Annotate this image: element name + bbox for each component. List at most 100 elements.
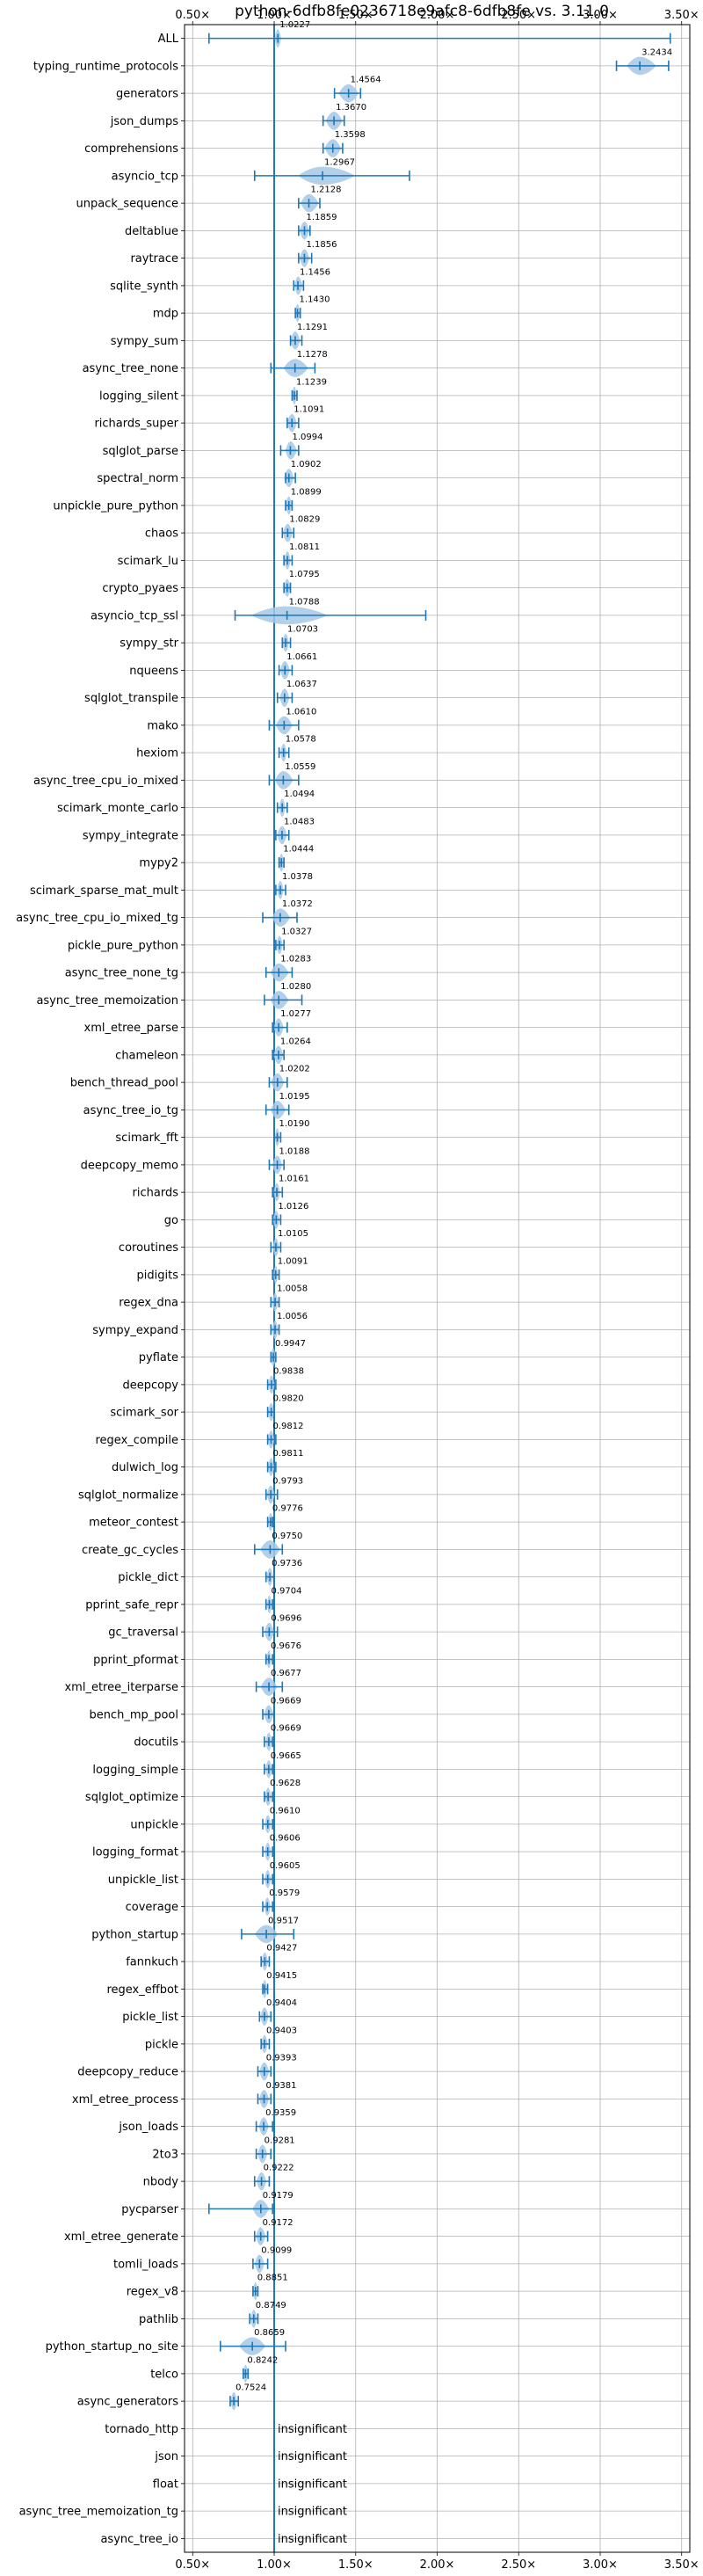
- category-label: unpickle_list: [108, 1874, 178, 1887]
- value-label: 1.0283: [280, 955, 311, 964]
- category-label: bench_mp_pool: [89, 1708, 178, 1721]
- category-label: sympy_sum: [111, 335, 178, 348]
- category-label: pycparser: [121, 2203, 178, 2216]
- x-tick-label-top: 3.50×: [664, 9, 699, 22]
- category-label: tomli_loads: [113, 2258, 178, 2271]
- x-tick-label-top: 1.50×: [338, 9, 373, 22]
- value-label: 0.9605: [270, 1861, 301, 1871]
- category-label: sqlglot_optimize: [85, 1791, 178, 1804]
- value-label: 1.0161: [279, 1175, 309, 1184]
- value-label: 1.0058: [277, 1284, 308, 1294]
- insignificant-label: insignificant: [278, 2478, 347, 2491]
- value-label: 0.9776: [272, 1504, 303, 1514]
- category-label: coverage: [126, 1901, 178, 1914]
- value-label: 0.9281: [265, 2136, 295, 2145]
- x-tick-label-bottom: 0.50×: [175, 2558, 210, 2572]
- value-label: 1.0661: [286, 652, 317, 662]
- value-label: 0.9820: [273, 1394, 304, 1404]
- value-label: 0.9427: [266, 1944, 297, 1954]
- value-label: 1.0811: [289, 542, 320, 552]
- category-labels: ALL1.0227typing_runtime_protocols3.2434g…: [16, 20, 672, 2546]
- category-label: dulwich_log: [112, 1461, 178, 1474]
- value-label: 0.9606: [270, 1834, 301, 1844]
- category-label: gc_traversal: [108, 1626, 178, 1640]
- category-label: spectral_norm: [97, 472, 178, 485]
- x-tick-label-bottom: 3.00×: [583, 2558, 618, 2572]
- category-label: xml_etree_parse: [84, 1022, 178, 1035]
- value-label: 0.7524: [236, 2383, 266, 2393]
- category-label: json_dumps: [110, 115, 178, 128]
- value-label: 0.9811: [273, 1449, 304, 1459]
- insignificant-label: insignificant: [278, 2506, 347, 2519]
- category-label: 2to3: [152, 2148, 178, 2161]
- value-label: 1.1856: [306, 240, 337, 250]
- value-label: 0.9665: [271, 1751, 301, 1761]
- value-label: 1.0327: [281, 927, 312, 936]
- x-tick-label-bottom: 1.00×: [257, 2558, 292, 2572]
- category-label: nqueens: [129, 665, 178, 678]
- value-label: 1.1291: [297, 323, 328, 332]
- value-label: 0.9403: [266, 2026, 297, 2035]
- category-label: sympy_integrate: [83, 829, 178, 842]
- value-label: 1.0559: [285, 762, 315, 772]
- value-label: 0.9517: [268, 1916, 299, 1925]
- category-label: logging_simple: [92, 1764, 178, 1777]
- category-label: sympy_expand: [92, 1324, 178, 1337]
- value-label: 0.9579: [269, 1888, 300, 1898]
- category-label: pprint_pformat: [93, 1654, 178, 1667]
- category-label: chameleon: [115, 1049, 178, 1062]
- category-label: regex_compile: [95, 1434, 178, 1447]
- value-label: 1.1278: [297, 350, 328, 360]
- value-label: 0.8659: [254, 2328, 285, 2338]
- category-label: docutils: [134, 1736, 178, 1750]
- value-label: 0.9812: [273, 1422, 304, 1431]
- value-label: 1.0902: [291, 460, 322, 469]
- violin-marks: [208, 25, 671, 2552]
- grid-lines: [185, 25, 690, 2552]
- value-label: 0.9610: [270, 1806, 301, 1816]
- value-label: 0.9676: [271, 1641, 301, 1651]
- value-label: 1.0091: [278, 1256, 308, 1266]
- value-label: 1.0378: [282, 872, 313, 882]
- value-label: 0.8851: [257, 2274, 288, 2283]
- category-label: async_tree_memoization_tg: [19, 2506, 178, 2519]
- value-label: 1.0829: [289, 515, 320, 525]
- value-label: 1.0372: [282, 899, 313, 909]
- value-label: 0.9838: [273, 1366, 304, 1376]
- x-tick-label-top: 0.50×: [175, 9, 210, 22]
- category-label: scimark_sor: [110, 1407, 178, 1420]
- category-label: deepcopy: [122, 1379, 178, 1392]
- value-label: 1.1239: [296, 377, 327, 387]
- insignificant-label: insignificant: [278, 2450, 347, 2463]
- value-label: 0.9393: [266, 2054, 297, 2063]
- category-label: coroutines: [119, 1241, 178, 1255]
- value-label: 0.9404: [266, 1998, 297, 2008]
- category-label: tornado_http: [105, 2423, 178, 2436]
- category-label: sqlite_synth: [110, 280, 178, 293]
- value-label: 1.0637: [286, 680, 317, 689]
- value-label: 1.0202: [279, 1065, 310, 1074]
- category-label: raytrace: [130, 252, 178, 266]
- value-label: 1.2967: [324, 157, 355, 167]
- x-tick-label-top: 2.00×: [420, 9, 455, 22]
- category-label: pickle_pure_python: [68, 939, 178, 952]
- value-label: 0.9947: [275, 1339, 306, 1349]
- value-label: 0.8749: [256, 2301, 286, 2310]
- value-label: 1.3670: [336, 103, 366, 113]
- x-tick-label-bottom: 1.50×: [338, 2558, 373, 2572]
- category-label: generators: [116, 88, 178, 101]
- value-label: 1.0788: [289, 597, 320, 607]
- value-label: 0.9750: [272, 1532, 302, 1541]
- category-label: pickle: [145, 2038, 178, 2051]
- category-label: create_gc_cycles: [82, 1544, 178, 1557]
- category-label: meteor_contest: [89, 1517, 178, 1530]
- category-label: pyflate: [139, 1351, 178, 1364]
- category-label: pathlib: [139, 2313, 178, 2326]
- value-label: 1.0277: [280, 1009, 311, 1019]
- value-label: 1.0994: [292, 433, 323, 442]
- category-label: logging_silent: [99, 389, 178, 403]
- category-label: async_tree_io: [100, 2533, 178, 2546]
- category-label: richards_super: [94, 418, 178, 431]
- value-label: 0.9793: [272, 1476, 303, 1486]
- category-label: fannkuch: [126, 1956, 178, 1969]
